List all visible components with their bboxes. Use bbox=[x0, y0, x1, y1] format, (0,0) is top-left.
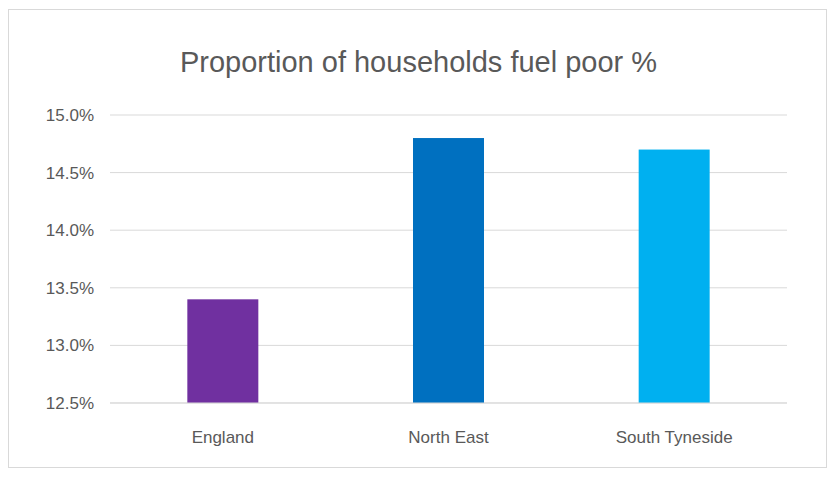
chart-title: Proportion of households fuel poor % bbox=[180, 46, 657, 78]
x-tick-label: South Tyneside bbox=[616, 428, 733, 447]
x-axis-line bbox=[110, 403, 787, 404]
y-tick-label: 13.5% bbox=[46, 279, 94, 298]
bars bbox=[187, 138, 709, 403]
y-tick-label: 14.5% bbox=[46, 164, 94, 183]
chart-border bbox=[9, 10, 827, 468]
grid-line bbox=[110, 115, 787, 116]
chart: Proportion of households fuel poor % 12.5… bbox=[0, 0, 835, 483]
bar bbox=[639, 150, 710, 403]
y-tick-label: 14.0% bbox=[46, 221, 94, 240]
bar bbox=[187, 299, 258, 403]
y-tick-label: 15.0% bbox=[46, 106, 94, 125]
grid-line bbox=[110, 403, 787, 404]
bar bbox=[413, 138, 484, 403]
y-tick-label: 12.5% bbox=[46, 394, 94, 413]
y-tick-label: 13.0% bbox=[46, 336, 94, 355]
x-tick-label: England bbox=[192, 428, 254, 447]
x-tick-label: North East bbox=[408, 428, 489, 447]
